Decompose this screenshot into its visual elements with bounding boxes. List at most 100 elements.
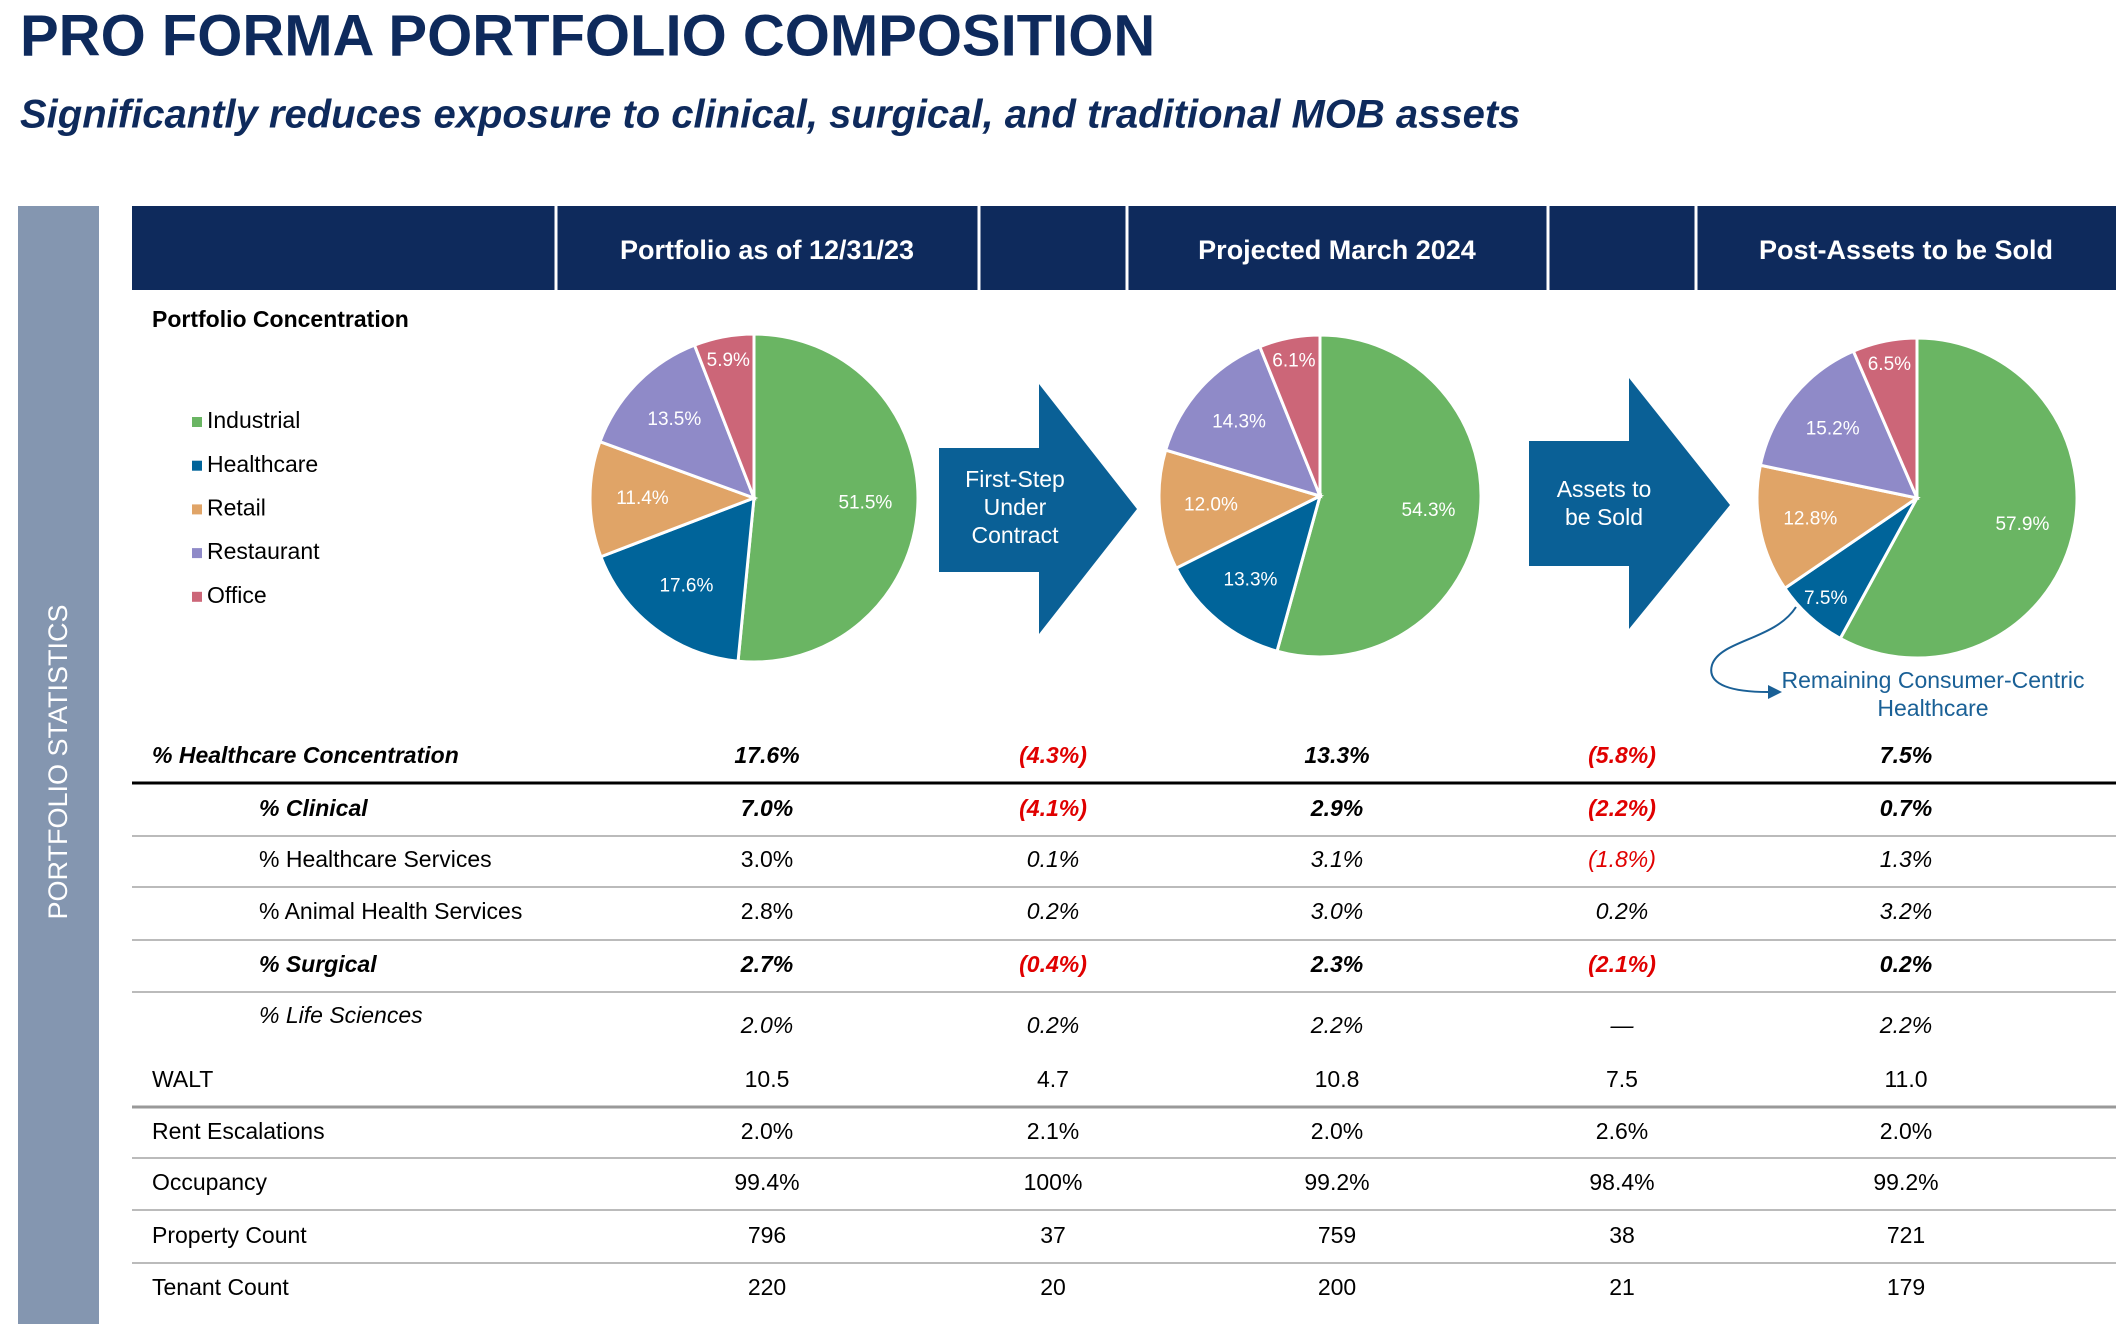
table-cell: 1.3% [1880, 846, 1932, 872]
pie-label: 13.3% [1224, 570, 1278, 591]
row-label: % Healthcare Concentration [152, 742, 459, 768]
table-cell: 2.1% [1027, 1118, 1079, 1144]
table-cell: 2.9% [1310, 795, 1363, 821]
pie-label: 7.5% [1804, 588, 1847, 609]
arrow-label: Assets to [1557, 476, 1652, 502]
table-cell: 2.0% [1311, 1118, 1363, 1144]
legend-swatch [192, 504, 202, 515]
row-label: % Healthcare Services [259, 846, 492, 872]
table-cell: 0.2% [1596, 898, 1648, 924]
table-cell: 759 [1318, 1222, 1356, 1248]
table-cell: 4.7 [1037, 1066, 1069, 1092]
table-cell: 721 [1887, 1222, 1925, 1248]
pie-label: 15.2% [1806, 418, 1860, 439]
table-cell: (4.1%) [1019, 795, 1087, 821]
concentration-label: Portfolio Concentration [152, 306, 409, 332]
legend-swatch [192, 417, 202, 427]
table-cell: (0.4%) [1019, 951, 1087, 977]
table-cell: 2.2% [1310, 1012, 1363, 1038]
row-label: % Animal Health Services [259, 898, 522, 924]
table-cell: 200 [1318, 1274, 1356, 1300]
annotation-arrow [1710, 606, 1797, 693]
column-header: Projected March 2024 [1198, 235, 1476, 265]
pie-label: 11.4% [616, 488, 669, 509]
table-cell: 13.3% [1304, 742, 1369, 768]
row-label: Occupancy [152, 1169, 268, 1195]
pie-label: 6.1% [1272, 351, 1315, 372]
table-cell: 2.3% [1310, 951, 1363, 977]
pie-slice [1758, 349, 1920, 501]
row-label: % Clinical [259, 795, 368, 821]
pie-label: 12.0% [1184, 495, 1238, 516]
pie-label: 12.8% [1783, 508, 1837, 529]
table-cell: 17.6% [734, 742, 799, 768]
pie-slice [598, 495, 756, 663]
pie-label: 17.6% [659, 576, 713, 597]
legend-label: Office [207, 582, 267, 608]
table-cell: 0.1% [1027, 846, 1079, 872]
table-cell: 7.5 [1606, 1066, 1638, 1092]
table-cell: — [1610, 1012, 1635, 1038]
table-cell: 220 [748, 1274, 786, 1300]
table-cell: 2.7% [740, 951, 793, 977]
table-cell: 37 [1040, 1222, 1066, 1248]
pie-slice [1755, 463, 1921, 591]
table-cell: 2.0% [741, 1118, 793, 1144]
legend-swatch [192, 548, 202, 559]
table-cell: 0.7% [1880, 795, 1932, 821]
table-cell: 3.2% [1880, 898, 1932, 924]
pie-slice [1163, 344, 1323, 499]
row-label: % Surgical [259, 951, 377, 977]
table-cell: 11.0 [1884, 1066, 1927, 1092]
table-cell: (4.3%) [1019, 742, 1087, 768]
pie-label: 14.3% [1212, 411, 1266, 432]
table-cell: 10.5 [745, 1066, 790, 1092]
table-cell: (2.2%) [1588, 795, 1656, 821]
table-cell: 3.0% [741, 846, 793, 872]
table-cell: 2.0% [1880, 1118, 1932, 1144]
table-cell: 100% [1024, 1169, 1083, 1195]
legend-label: Industrial [207, 407, 300, 433]
table-cell: 99.4% [734, 1169, 799, 1195]
pie-label: 51.5% [838, 492, 892, 513]
legend-swatch [192, 591, 202, 602]
table-cell: (2.1%) [1588, 951, 1656, 977]
table-cell: 10.8 [1315, 1066, 1360, 1092]
table-cell: 3.0% [1311, 898, 1363, 924]
pie-slice [1275, 333, 1483, 659]
row-label: Rent Escalations [152, 1118, 325, 1144]
row-label: Property Count [152, 1222, 307, 1248]
legend-label: Retail [207, 494, 266, 520]
side-label: PORTFOLIO STATISTICS [43, 604, 73, 919]
table-cell: 38 [1609, 1222, 1635, 1248]
arrow-label: Contract [972, 522, 1060, 548]
column-header: Post-Assets to be Sold [1759, 235, 2053, 265]
table-cell: (1.8%) [1588, 846, 1656, 872]
table-cell: 0.2% [1027, 898, 1079, 924]
legend-label: Restaurant [207, 538, 320, 564]
table-cell: 7.0% [741, 795, 793, 821]
row-label: % Life Sciences [259, 1002, 423, 1028]
table-cell: (5.8%) [1588, 742, 1656, 768]
side-bar [18, 206, 99, 1324]
annotation-arrowhead [1768, 685, 1782, 699]
header-dividers [554, 206, 1698, 290]
arrow [939, 384, 1137, 634]
annotation: Remaining Consumer-Centric [1782, 667, 2085, 693]
pie-slice [1257, 333, 1322, 497]
title: PRO FORMA PORTFOLIO COMPOSITION [20, 3, 1155, 68]
table-cell: 796 [748, 1222, 786, 1248]
pie-label: 5.9% [707, 350, 750, 371]
pie-slice [1174, 493, 1323, 654]
table-cell: 0.2% [1027, 1012, 1079, 1038]
table-cell: 2.2% [1879, 1012, 1932, 1038]
table-cell: 7.5% [1880, 742, 1932, 768]
pie-label: 54.3% [1402, 500, 1456, 521]
pie-slice [1838, 336, 2079, 660]
pie-label: 6.5% [1868, 354, 1911, 375]
annotation: Healthcare [1877, 695, 1988, 721]
pie-slice [692, 332, 756, 499]
table-cell: 2.8% [741, 898, 793, 924]
pie-slice [1157, 448, 1325, 571]
row-label: Tenant Count [152, 1274, 289, 1300]
